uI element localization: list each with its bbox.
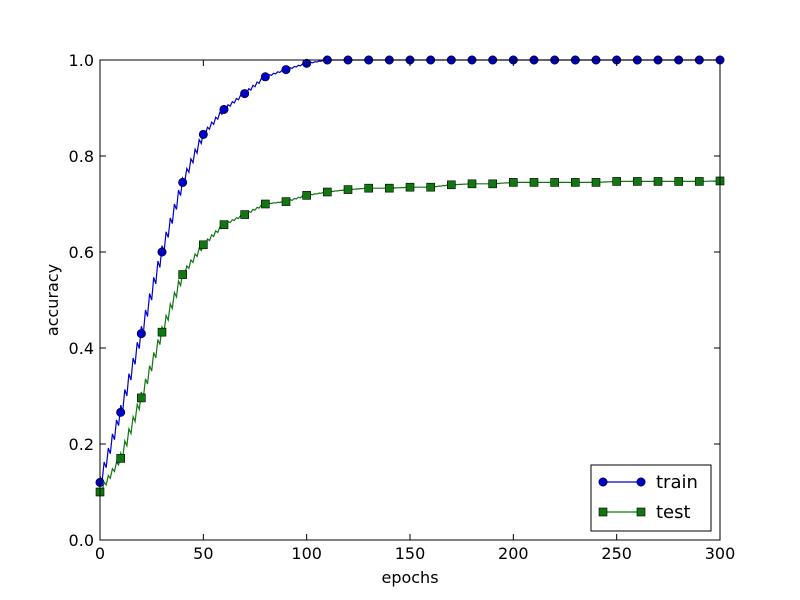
x-tick-label: 250 — [601, 544, 632, 563]
legend-box — [590, 464, 712, 532]
point-train — [219, 104, 229, 114]
point-test — [426, 182, 435, 192]
point-test — [240, 210, 249, 219]
point-test — [261, 199, 270, 209]
y-tick-label: 0.8 — [69, 147, 94, 166]
x-tick-label: 50 — [193, 544, 213, 563]
legend-marker-train — [598, 477, 608, 487]
point-train — [198, 129, 208, 139]
legend-marker-test — [598, 507, 608, 517]
point-train — [178, 177, 188, 187]
point-test — [612, 177, 621, 186]
point-test — [591, 178, 601, 187]
point-test — [653, 177, 663, 186]
point-test — [364, 183, 373, 193]
x-axis-title: epochs — [381, 568, 438, 587]
plot-background — [100, 60, 720, 540]
point-test — [199, 240, 208, 250]
point-test — [302, 191, 311, 200]
point-test — [674, 177, 683, 186]
point-test — [447, 180, 456, 190]
point-test — [571, 178, 580, 187]
point-train — [116, 407, 126, 417]
point-test — [178, 270, 187, 279]
point-train — [157, 247, 167, 257]
legend-marker-test — [636, 507, 646, 517]
plot-area — [100, 60, 720, 540]
point-test — [116, 454, 125, 463]
x-tick-label: 300 — [705, 544, 736, 563]
y-tick-label: 1.0 — [69, 51, 94, 70]
point-test — [219, 220, 229, 229]
point-test — [343, 185, 353, 194]
point-test — [509, 178, 518, 187]
point-train — [260, 72, 270, 82]
series-layer — [95, 55, 725, 497]
legend-label-test: test — [656, 502, 691, 523]
point-test — [550, 178, 559, 187]
point-train — [240, 89, 250, 99]
point-test — [385, 183, 394, 193]
x-tick-label: 0 — [95, 544, 105, 563]
x-tick-label: 100 — [291, 544, 322, 563]
legend-label-train: train — [656, 472, 698, 493]
y-tick-label: 0.2 — [69, 435, 94, 454]
point-test — [695, 177, 704, 186]
x-tick-label: 200 — [498, 544, 529, 563]
point-test — [137, 393, 146, 403]
legend-marker-train — [636, 477, 646, 487]
point-test — [633, 177, 642, 186]
point-train — [136, 329, 146, 339]
point-test — [157, 327, 167, 337]
point-test — [467, 179, 477, 189]
x-tick-label: 150 — [395, 544, 426, 563]
y-tick-label: 0.4 — [69, 339, 94, 358]
y-tick-label: 0.0 — [69, 531, 94, 550]
point-test — [323, 187, 332, 197]
series-train — [95, 55, 725, 487]
point-test — [488, 179, 497, 189]
legend: train test — [590, 464, 712, 532]
point-test — [281, 197, 291, 206]
point-test — [529, 178, 539, 187]
ticks: 0 50 100 150 200 250 300 0.0 0.2 0.4 0.6 0.8 1.0 — [69, 51, 736, 563]
y-axis-title: accuracy — [43, 264, 62, 336]
y-tick-label: 0.6 — [69, 243, 94, 262]
point-train — [281, 65, 291, 75]
point-test — [405, 182, 415, 192]
